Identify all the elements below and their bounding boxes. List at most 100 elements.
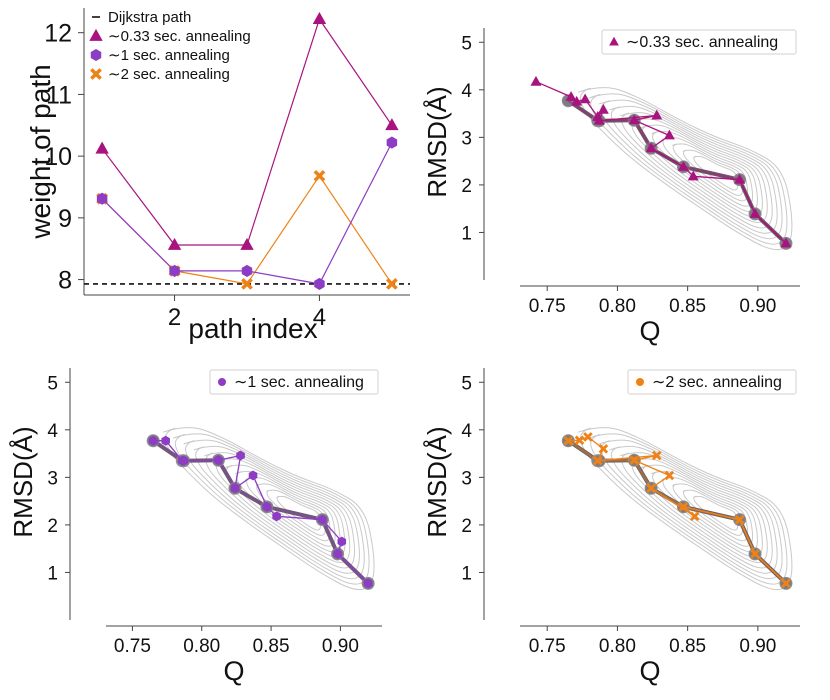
- data-point: [241, 264, 253, 277]
- contour-line: [661, 137, 754, 207]
- x-tick-label: 4: [313, 304, 326, 331]
- x-tick-label: 0.80: [599, 636, 636, 657]
- data-point: [734, 173, 746, 184]
- contour-line: [609, 445, 778, 574]
- data-point: [148, 435, 158, 446]
- x-tick-label: 0.75: [114, 636, 151, 657]
- y-tick-label: 10: [44, 143, 72, 171]
- legend-swatch: [90, 48, 102, 62]
- legend-swatch: [218, 378, 226, 386]
- contour-line: [588, 93, 788, 245]
- x-tick-label: 0.75: [529, 296, 566, 317]
- data-point: [749, 208, 761, 218]
- legend-label: ∼1 sec. annealing: [108, 47, 230, 64]
- series-path-overlay: [152, 439, 369, 585]
- data-point: [781, 578, 791, 589]
- x-tick-label: 0.90: [739, 296, 776, 317]
- data-point: [272, 511, 281, 522]
- data-point: [179, 455, 188, 466]
- data-point: [214, 455, 223, 466]
- data-point: [385, 118, 399, 131]
- data-point: [583, 432, 593, 442]
- data-point: [530, 75, 542, 86]
- series-path-overlay: [567, 439, 787, 585]
- contour-line: [588, 433, 788, 585]
- legend-frame: [601, 29, 797, 55]
- data-point: [571, 95, 583, 106]
- y-tick-label: 9: [58, 205, 72, 233]
- legend-label: ∼0.33 sec. annealing: [626, 34, 778, 51]
- x-tick-label: 0.75: [529, 636, 566, 657]
- data-point: [678, 502, 689, 512]
- data-point: [337, 536, 347, 547]
- contour-line: [162, 427, 375, 591]
- legend-label: ∼2 sec. annealing: [652, 374, 782, 391]
- y-tick-label: 5: [461, 33, 472, 54]
- data-point: [628, 114, 640, 125]
- contour-line: [682, 489, 744, 536]
- data-point: [240, 237, 254, 250]
- y-tick-label: 3: [47, 468, 58, 489]
- x-axis-label: path index: [188, 313, 317, 344]
- data-point: [646, 483, 656, 494]
- legend-swatch: [90, 68, 102, 80]
- contour-line: [693, 155, 739, 191]
- series-line: [101, 142, 393, 285]
- y-tick-label: 5: [47, 373, 58, 394]
- data-point: [363, 578, 373, 589]
- contour-line: [598, 99, 783, 240]
- data-point: [262, 501, 272, 512]
- data-point: [161, 435, 170, 446]
- data-point: [241, 278, 253, 290]
- data-point: [663, 129, 675, 140]
- contour-line: [173, 433, 370, 585]
- contour-line: [183, 439, 365, 580]
- data-point: [629, 455, 640, 466]
- y-tick-label: 2: [461, 516, 472, 537]
- legend: ∼1 sec. annealing: [209, 369, 379, 395]
- data-point: [734, 514, 745, 525]
- contour-line: [598, 439, 783, 580]
- contour-line: [245, 477, 336, 547]
- chart-landscape_2: 1 2 3 4 5 0.75 0.80 0.85 0.90 Q RMSD(Å) ∼2 sec. ann…: [422, 368, 800, 686]
- contour-line: [619, 112, 773, 229]
- x-tick-label: 0.85: [669, 296, 706, 317]
- contour-line: [276, 495, 322, 531]
- legend-frame: [627, 369, 797, 395]
- x-tick-label: 0.90: [322, 636, 359, 657]
- data-point: [95, 141, 109, 154]
- data-point: [236, 450, 245, 461]
- legend-frame: [209, 369, 379, 395]
- legend: Dijkstra path ∼0.33 sec. annealing ∼1 sec.…: [89, 9, 251, 83]
- x-tick-label: 0.85: [669, 636, 706, 657]
- x-tick-label: 0.90: [739, 636, 776, 657]
- data-point: [312, 11, 327, 24]
- data-point: [651, 450, 662, 461]
- data-point: [386, 278, 398, 290]
- data-point: [677, 160, 689, 171]
- x-axis-label: Q: [639, 316, 660, 346]
- data-point: [597, 103, 609, 114]
- data-point: [598, 444, 609, 454]
- y-tick-label: 4: [461, 81, 472, 102]
- y-tick-label: 3: [461, 128, 472, 149]
- y-tick-label: 3: [461, 468, 472, 489]
- y-tick-label: 1: [47, 563, 58, 584]
- data-point: [565, 91, 577, 101]
- data-point: [96, 192, 108, 205]
- y-tick-label: 4: [47, 421, 58, 442]
- x-axis-label: Q: [639, 656, 660, 686]
- data-point: [579, 93, 591, 104]
- contour-line: [609, 105, 778, 234]
- data-point: [574, 435, 585, 446]
- y-axis-label: weight of path: [25, 64, 56, 239]
- y-tick-label: 1: [461, 223, 472, 244]
- data-point: [318, 514, 327, 525]
- data-point: [169, 264, 180, 277]
- chart-landscape_1: 1 2 3 4 5 0.75 0.80 0.85 0.90 Q RMSD(Å) ∼1 sec. ann…: [8, 368, 382, 686]
- data-point: [167, 237, 182, 250]
- contour-line: [577, 87, 793, 251]
- data-point: [592, 455, 603, 466]
- data-point: [645, 142, 657, 153]
